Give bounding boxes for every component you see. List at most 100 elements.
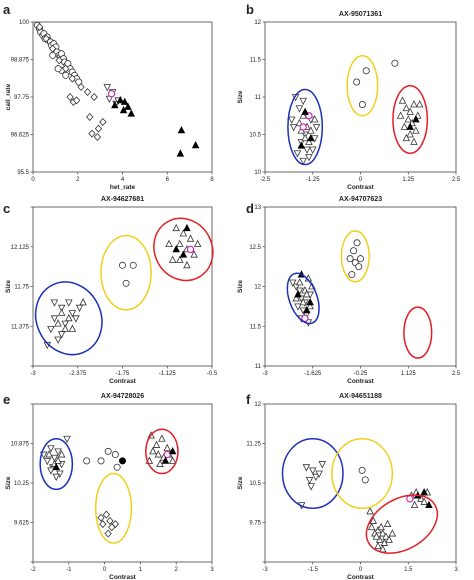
data-point-circle <box>119 457 127 465</box>
red-cluster-ellipse <box>145 428 179 475</box>
data-point-triangle-down <box>68 310 77 318</box>
data-point-triangle-up <box>177 125 186 134</box>
data-point-triangle-up <box>190 250 198 258</box>
data-point-diamond <box>102 510 111 519</box>
data-point-triangle-up <box>367 522 376 531</box>
data-points <box>39 431 177 538</box>
data-point-diamond <box>49 44 57 53</box>
y-tick-label: 11.5 <box>250 58 262 64</box>
red-cluster-ellipse <box>153 217 214 282</box>
y-axis-label: Size <box>237 476 244 489</box>
yellow-cluster-ellipse <box>94 472 133 544</box>
data-point-circle <box>49 51 57 59</box>
data-point-triangle-up <box>372 532 381 540</box>
blue-cluster-ellipse <box>286 272 320 325</box>
plot-frame <box>32 21 213 173</box>
y-tick-label: 11.375 <box>11 324 30 330</box>
data-point-triangle-up <box>52 462 61 471</box>
data-point-circle <box>119 261 127 269</box>
data-point-diamond <box>93 133 102 141</box>
y-tick-label: 11.25 <box>246 442 261 448</box>
data-point-triangle-down <box>302 464 311 472</box>
data-point-triangle-up <box>165 239 173 248</box>
x-axis-label: Contrast <box>347 184 375 191</box>
data-point-triangle-up <box>374 541 382 550</box>
data-point-triangle-up <box>382 532 390 540</box>
data-point-circle <box>104 447 112 455</box>
y-tick-label: 9.75 <box>249 521 261 527</box>
data-point-circle <box>358 466 366 474</box>
data-point-triangle-up <box>152 440 161 448</box>
data-points <box>297 461 433 553</box>
x-tick-label: 6 <box>166 177 170 183</box>
data-point-triangle-up <box>179 229 188 237</box>
data-point-triangle-up <box>54 319 62 327</box>
data-point-circle <box>391 59 399 67</box>
panel-f: f AX-94651188 -3 -1.5 0 1.5 3 9.75 10.5 11.25 12 Co… <box>237 392 458 580</box>
data-point-triangle-down <box>315 470 323 478</box>
data-point-diamond <box>55 56 63 65</box>
data-point-triangle-up <box>168 255 177 263</box>
data-point-triangle-up <box>410 500 419 509</box>
data-point-circle <box>355 263 363 271</box>
data-point-triangle-up <box>176 149 185 157</box>
y-axis-label: Size <box>237 90 244 103</box>
x-tick-label: -3 <box>262 567 268 573</box>
data-point-circle <box>358 101 366 109</box>
y-tick-label: 95.5 <box>17 170 29 176</box>
data-point-circle <box>362 67 370 75</box>
data-point-diamond <box>90 93 98 101</box>
data-point-diamond <box>94 124 103 133</box>
data-point-diamond <box>88 129 96 138</box>
data-point-triangle-up <box>301 133 309 142</box>
data-point-triangle-down <box>305 476 314 485</box>
data-point-triangle-down <box>312 473 320 482</box>
data-point-triangle-up <box>301 107 309 115</box>
red-cluster-ellipse <box>365 494 439 554</box>
data-point-triangle-up <box>299 111 307 119</box>
data-point-triangle-down <box>303 146 311 154</box>
yellow-cluster-ellipse <box>340 230 370 283</box>
data-point-triangle-up <box>406 130 414 138</box>
data-point-triangle-down <box>312 124 321 132</box>
yellow-cluster-ellipse <box>346 55 379 117</box>
data-point-triangle-up <box>176 239 184 248</box>
data-point-triangle-up <box>406 122 414 130</box>
data-point-triangle-up <box>57 308 66 316</box>
data-point-triangle-up <box>302 290 311 298</box>
data-point-triangle-down <box>72 315 80 323</box>
data-point-triangle-up <box>297 141 306 149</box>
data-point-circle <box>301 314 309 322</box>
data-point-circle <box>299 123 307 131</box>
x-tick-label: 2.5 <box>452 177 461 183</box>
x-tick-label: 3 <box>210 567 214 573</box>
data-point-triangle-down <box>75 304 84 313</box>
data-point-triangle-up <box>420 488 428 496</box>
data-point-triangle-down <box>295 105 304 113</box>
data-point-triangle-up <box>120 97 129 105</box>
data-point-diamond <box>42 34 50 43</box>
data-point-circle <box>346 255 354 263</box>
x-tick-label: 3 <box>454 567 458 573</box>
blue-cluster-ellipse <box>281 438 344 510</box>
data-point-triangle-up <box>45 450 53 458</box>
data-point-triangle-down <box>50 454 59 463</box>
x-tick-label: -1.125 <box>159 371 177 377</box>
data-point-triangle-up <box>158 434 166 442</box>
data-point-circle <box>107 90 116 98</box>
panel-label: b <box>246 2 254 17</box>
blue-cluster-ellipse <box>34 281 103 356</box>
data-point-triangle-up <box>306 298 314 306</box>
data-point-triangle-down <box>57 304 66 313</box>
x-tick-label: -2.375 <box>69 371 87 377</box>
y-tick-label: 10.5 <box>249 133 261 139</box>
x-tick-label: 2.5 <box>452 371 461 377</box>
data-point-diamond <box>83 88 92 96</box>
y-tick-label: 98.875 <box>11 58 30 64</box>
y-tick-label: 11 <box>255 364 262 370</box>
data-point-triangle-down <box>52 473 61 482</box>
data-point-triangle-down <box>308 467 317 475</box>
x-tick-label: -2 <box>30 567 36 573</box>
data-point-triangle-up <box>302 305 311 314</box>
